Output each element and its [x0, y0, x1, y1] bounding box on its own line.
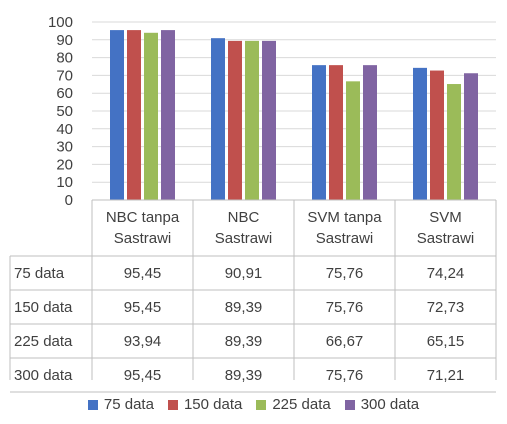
bar	[329, 65, 343, 200]
table-row-label: 150 data	[14, 299, 73, 316]
y-tick-label: 100	[48, 14, 73, 31]
table-cell-value: 72,73	[427, 299, 465, 316]
table-cell-value: 75,76	[326, 367, 364, 384]
table-cell-value: 90,91	[225, 265, 263, 282]
legend-swatch	[87, 399, 98, 410]
y-tick-label: 30	[56, 139, 73, 156]
legend-label: 225 data	[272, 396, 331, 413]
bar	[464, 73, 478, 200]
bar	[110, 30, 124, 200]
legend-item: 75 data	[87, 396, 154, 413]
bar	[312, 65, 326, 200]
bar	[262, 40, 276, 200]
bar	[245, 40, 259, 200]
y-tick-label: 40	[56, 121, 73, 138]
table-cell-value: 71,21	[427, 367, 465, 384]
table-cell-value: 95,45	[124, 299, 162, 316]
y-tick-label: 70	[56, 67, 73, 84]
legend-label: 150 data	[183, 396, 243, 413]
bar	[211, 38, 225, 200]
bar	[430, 70, 444, 200]
legend-swatch	[256, 399, 267, 410]
table-cell-value: 66,67	[326, 333, 364, 350]
category-label: NBC	[228, 209, 260, 226]
legend-label: 300 data	[360, 396, 420, 413]
bar	[127, 30, 141, 200]
table-row-label: 225 data	[14, 333, 73, 350]
legend-item: 300 data	[344, 396, 420, 413]
legend-swatch	[167, 399, 178, 410]
table-cell-value: 89,39	[225, 367, 263, 384]
table-cell-value: 93,94	[124, 333, 162, 350]
table-cell-value: 89,39	[225, 299, 263, 316]
table-cell-value: 74,24	[427, 265, 465, 282]
bar	[161, 30, 175, 200]
y-tick-label: 0	[65, 192, 73, 209]
y-tick-label: 90	[56, 32, 73, 49]
table-row-label: 75 data	[14, 265, 65, 282]
table-cell-value: 75,76	[326, 299, 364, 316]
legend-swatch	[344, 399, 355, 410]
category-label: Sastrawi	[114, 230, 172, 247]
table-cell-value: 89,39	[225, 333, 263, 350]
y-tick-label: 50	[56, 103, 73, 120]
legend-label: 75 data	[103, 396, 154, 413]
bar	[228, 40, 242, 200]
category-label: Sastrawi	[215, 230, 273, 247]
legend: 75 data 150 data 225 data 300 data	[0, 396, 507, 413]
y-tick-label: 10	[56, 174, 73, 191]
bar	[447, 84, 461, 200]
table-row-label: 300 data	[14, 367, 73, 384]
bar	[363, 65, 377, 200]
category-label: Sastrawi	[417, 230, 475, 247]
legend-item: 225 data	[256, 396, 331, 413]
table-cell-value: 95,45	[124, 367, 162, 384]
bar	[346, 81, 360, 200]
bar	[144, 32, 158, 200]
category-label: Sastrawi	[316, 230, 374, 247]
y-tick-label: 60	[56, 85, 73, 102]
table-cell-value: 65,15	[427, 333, 465, 350]
table-cell-value: 75,76	[326, 265, 364, 282]
category-label: NBC tanpa	[106, 209, 180, 226]
bar	[413, 67, 427, 200]
category-label: SVM	[429, 209, 462, 226]
table-cell-value: 95,45	[124, 265, 162, 282]
category-label: SVM tanpa	[307, 209, 382, 226]
legend-item: 150 data	[167, 396, 243, 413]
y-tick-label: 20	[56, 156, 73, 173]
y-tick-label: 80	[56, 50, 73, 67]
